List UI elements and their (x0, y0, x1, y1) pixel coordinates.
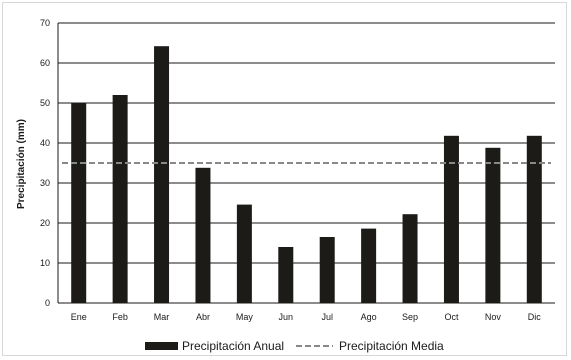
bar-oct (443, 135, 459, 303)
x-tick-label: Mar (154, 312, 170, 322)
x-tick-label: Ago (361, 312, 377, 322)
y-tick-label: 20 (40, 218, 50, 228)
y-tick-label: 10 (40, 258, 50, 268)
y-axis-label: Precipitación (mm) (16, 119, 27, 209)
bar-mar (154, 46, 170, 303)
bar-ene (71, 103, 87, 303)
gridlines (58, 22, 555, 304)
legend-label-line: Precipitación Media (339, 339, 444, 353)
x-tick-labels: Ene Feb Mar Abr May Jun Jul Ago Sep Oct Nov Dic (71, 312, 542, 322)
legend: Precipitación Anual Precipitación Media (145, 339, 444, 353)
y-tick-label: 40 (40, 138, 50, 148)
x-tick-label: Abr (196, 312, 210, 322)
x-tick-label: Ene (71, 312, 87, 322)
y-tick-label: 30 (40, 178, 50, 188)
x-tick-label: Dic (528, 312, 541, 322)
legend-swatch-bar (145, 342, 178, 350)
y-tick-label: 0 (45, 298, 50, 308)
x-tick-label: Feb (112, 312, 128, 322)
bar-nov (485, 147, 501, 303)
x-tick-label: Oct (444, 312, 459, 322)
bar-dic (526, 135, 542, 303)
bar-jun (278, 247, 294, 303)
x-tick-label: Sep (402, 312, 418, 322)
bar-sep (402, 214, 418, 303)
y-tick-label: 70 (40, 18, 50, 28)
x-tick-label: May (236, 312, 254, 322)
bar-may (236, 204, 252, 303)
bar-ago (361, 228, 377, 303)
legend-label-bar: Precipitación Anual (182, 339, 284, 353)
bar-series (71, 46, 542, 303)
y-tick-label: 60 (40, 58, 50, 68)
bar-abr (195, 167, 211, 303)
x-tick-label: Nov (485, 312, 502, 322)
y-tick-labels: 0 10 20 30 40 50 60 70 (40, 18, 50, 308)
x-tick-label: Jun (279, 312, 294, 322)
bar-feb (112, 95, 128, 303)
x-tick-label: Jul (321, 312, 333, 322)
y-tick-label: 50 (40, 98, 50, 108)
bar-jul (319, 237, 335, 303)
